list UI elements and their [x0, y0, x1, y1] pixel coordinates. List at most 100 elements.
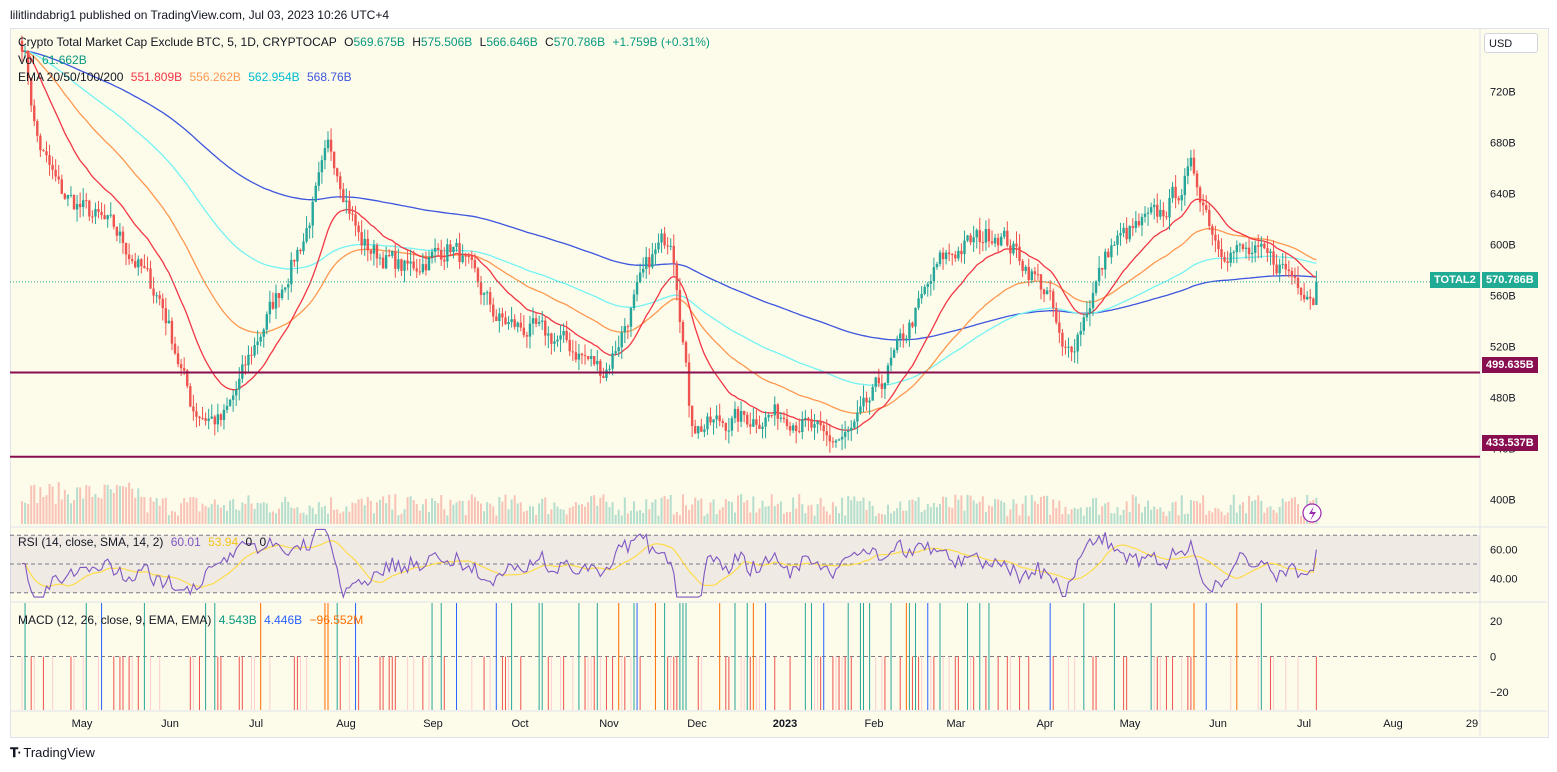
candle-body	[1076, 334, 1079, 352]
volume-bar	[360, 498, 363, 524]
volume-bar	[645, 499, 648, 524]
price-tick-label: 480B	[1490, 393, 1516, 405]
rsi-v2: 0	[259, 535, 267, 549]
volume-bar	[363, 505, 366, 524]
candle-body	[779, 417, 783, 419]
candle-body	[608, 368, 611, 370]
volume-bar	[1058, 500, 1061, 524]
candle-body	[1015, 243, 1018, 247]
volume-bar	[290, 507, 293, 524]
candle-body	[1156, 204, 1159, 217]
volume-bar	[415, 503, 418, 524]
volume-bar	[929, 507, 932, 524]
symbol-title[interactable]: Crypto Total Market Cap Exclude BTC, 5, …	[18, 35, 337, 49]
candle-body	[1284, 263, 1287, 270]
volume-bar	[700, 498, 703, 524]
candle-body	[332, 151, 336, 169]
volume-bar	[516, 503, 519, 524]
candle-body	[862, 397, 865, 407]
volume-bar	[886, 504, 889, 524]
volume-bar	[718, 509, 721, 524]
rsi-tick-label: 60.00	[1490, 545, 1518, 557]
candle-body	[1250, 252, 1254, 255]
time-tick-label: May	[1120, 718, 1141, 730]
chart-frame[interactable]	[10, 28, 1549, 738]
volume-bar	[608, 507, 611, 524]
volume-bar	[48, 484, 51, 524]
volume-bar	[1260, 500, 1263, 524]
volume-bar	[550, 509, 553, 524]
volume-bar	[354, 503, 357, 524]
candle-body	[400, 259, 403, 271]
volume-bar	[770, 494, 773, 524]
volume-bar	[247, 495, 250, 524]
candle-body	[1192, 157, 1196, 174]
volume-bar	[1205, 514, 1208, 524]
candle-body	[446, 244, 449, 262]
volume-bar	[317, 502, 320, 524]
candle-body	[1296, 277, 1300, 288]
volume-bar	[709, 502, 712, 524]
candle-body	[865, 397, 868, 403]
candle-body	[406, 260, 409, 264]
volume-bar	[189, 497, 192, 524]
price-tick-label: 600B	[1490, 240, 1516, 252]
volume-bar	[54, 503, 57, 524]
candle-body	[397, 259, 400, 269]
candle-body	[528, 323, 532, 337]
candle-body	[727, 430, 731, 432]
volume-bar	[807, 505, 810, 524]
time-tick-label: Aug	[336, 718, 356, 730]
volume-bar	[327, 513, 329, 524]
volume-bar	[351, 502, 354, 524]
volume-bar	[320, 507, 323, 524]
candle-body	[498, 313, 501, 322]
candle-body	[1165, 216, 1168, 218]
ema100-line	[21, 50, 1317, 386]
volume-bar	[896, 508, 899, 524]
volume-bar	[623, 497, 626, 524]
volume-bar	[397, 515, 400, 524]
volume-bar	[366, 496, 369, 524]
candle-body	[794, 425, 798, 432]
candle-body	[1079, 330, 1082, 335]
volume-bar	[226, 510, 229, 524]
volume-bar	[314, 513, 317, 524]
candle-body	[911, 322, 914, 327]
volume-bar	[1208, 510, 1211, 524]
candle-body	[470, 256, 474, 260]
candle-body	[1097, 267, 1101, 282]
candle-body	[874, 377, 877, 387]
volume-bar	[532, 506, 535, 524]
candle-body	[550, 333, 553, 344]
currency-button[interactable]: USD	[1484, 33, 1538, 53]
volume-bar	[1012, 499, 1015, 524]
volume-bar	[1245, 513, 1247, 524]
candle-body	[106, 215, 109, 220]
volume-bar	[1217, 508, 1220, 524]
volume-bar	[170, 510, 173, 524]
volume-bar	[786, 512, 788, 524]
candle-body	[1257, 245, 1260, 247]
high-value: 575.506B	[420, 35, 473, 49]
volume-bar	[333, 509, 336, 524]
ema-label[interactable]: EMA 20/50/100/200	[18, 70, 124, 84]
candle-body	[207, 418, 210, 421]
candle-body	[403, 260, 406, 271]
candle-body	[1070, 346, 1073, 353]
candle-body	[736, 408, 740, 422]
volume-bar	[626, 513, 629, 524]
volume-bar	[112, 493, 115, 524]
candle-body	[1183, 175, 1186, 196]
volume-bar	[1036, 503, 1039, 524]
macd-label[interactable]: MACD (12, 26, close, 9, EMA, EMA)	[18, 613, 212, 627]
candle-body	[1100, 267, 1104, 270]
candle-body	[308, 225, 311, 229]
volume-bar	[115, 484, 118, 524]
vol-label[interactable]: Vol	[18, 53, 35, 67]
volume-bar	[446, 515, 449, 524]
volume-bar	[1107, 502, 1110, 524]
rsi-label[interactable]: RSI (14, close, SMA, 14, 2)	[18, 535, 164, 549]
candle-body	[409, 261, 412, 264]
